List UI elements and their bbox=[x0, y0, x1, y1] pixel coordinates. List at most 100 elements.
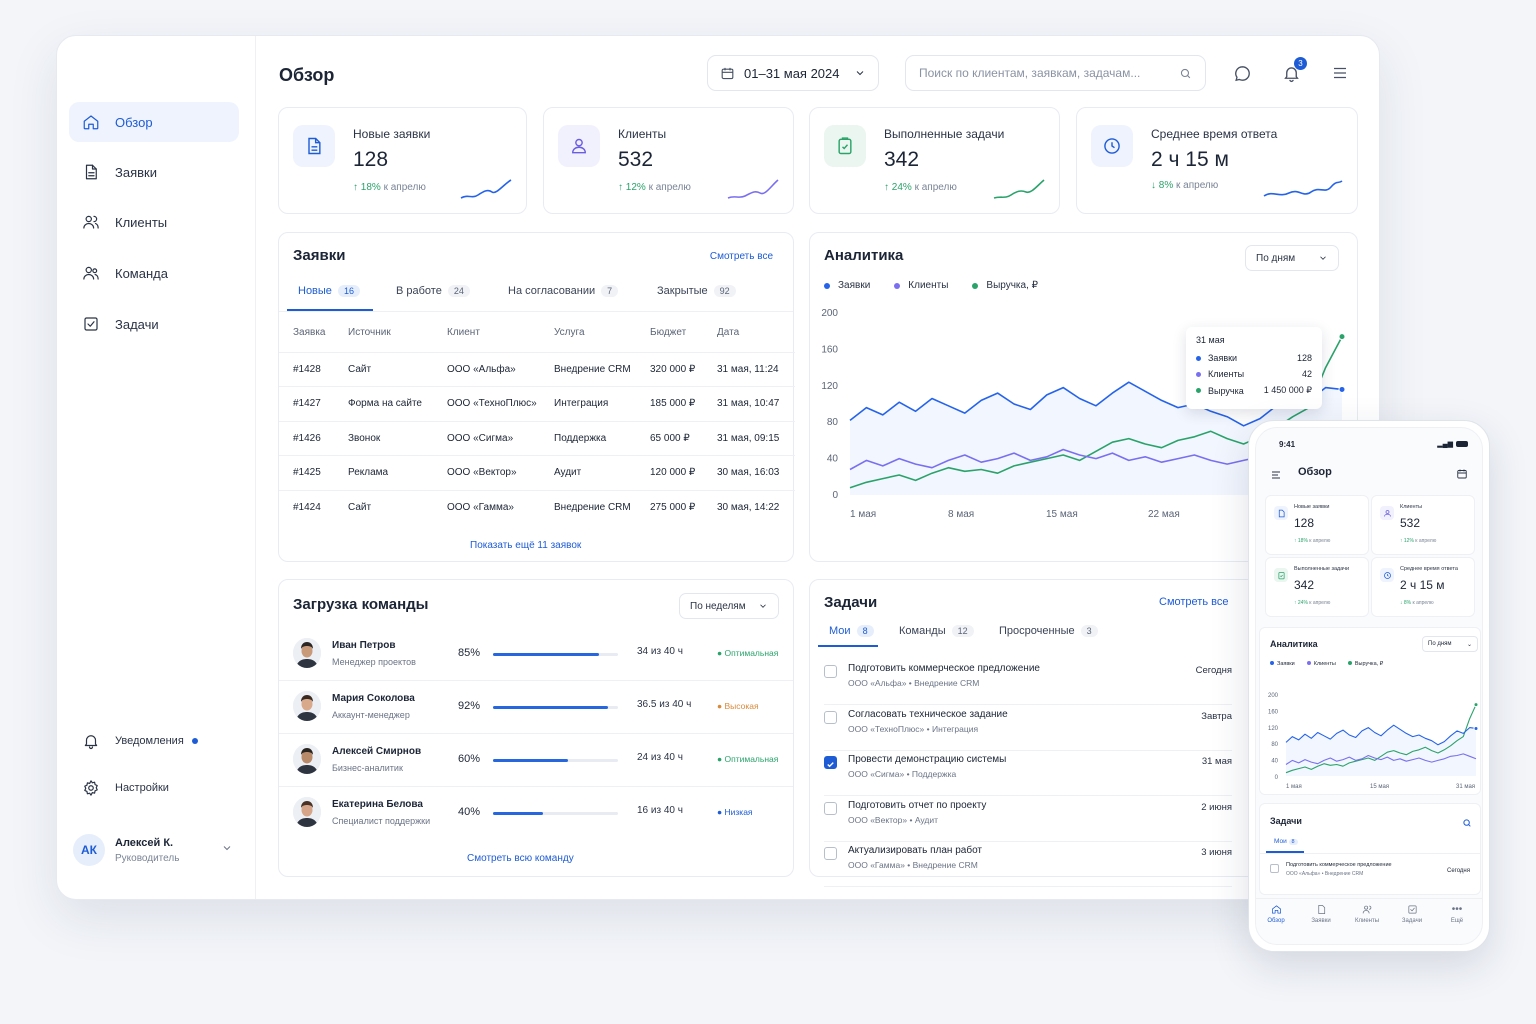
series-area bbox=[1286, 725, 1476, 776]
tasks-view-all-link[interactable]: Смотреть все bbox=[1159, 596, 1229, 608]
kpi-label: Среднее время ответа bbox=[1151, 127, 1278, 141]
mobile-kpi-completed-tasks[interactable]: Выполненные задачи 342 ↑ 24% к апрелю bbox=[1265, 557, 1369, 617]
requests-table: Заявка Источник Клиент Услуга Бюджет Дат… bbox=[279, 314, 795, 525]
task-checkbox[interactable] bbox=[824, 847, 837, 860]
member-hours: 16 из 40 ч bbox=[637, 805, 683, 816]
kpi-card-new-requests[interactable]: Новые заявки 128 ↑ 18% к апрелю bbox=[278, 107, 527, 214]
table-row[interactable]: #1427 Форма на сайте ООО «ТехноПлюс» Интегр… bbox=[279, 386, 795, 421]
mobile-nav-overview[interactable]: Обзор bbox=[1256, 904, 1296, 924]
checkbox-icon bbox=[81, 314, 101, 334]
tab-my-tasks[interactable]: Мои 8 bbox=[829, 625, 874, 637]
series-line-0[interactable] bbox=[1285, 724, 1477, 746]
team-period-select[interactable]: По неделям bbox=[679, 593, 779, 619]
kpi-card-response-time[interactable]: Среднее время ответа 2 ч 15 м ↓ 8% к апр… bbox=[1076, 107, 1358, 214]
mobile-nav-more[interactable]: ••• Ещё bbox=[1437, 904, 1477, 924]
mobile-nav-requests[interactable]: Заявки bbox=[1301, 904, 1341, 924]
kpi-card-clients[interactable]: Клиенты 532 ↑ 12% к апрелю bbox=[543, 107, 794, 214]
table-row[interactable]: #1425 Реклама ООО «Вектор» Аудит 120 000 ₽30… bbox=[279, 455, 795, 490]
task-checkbox[interactable] bbox=[824, 665, 837, 678]
tab-team-tasks[interactable]: Команды 12 bbox=[899, 625, 974, 637]
team-view-all-link[interactable]: Смотреть всю команду bbox=[467, 853, 574, 864]
sidebar-item-settings[interactable]: Настройки bbox=[69, 768, 239, 808]
battery-icon bbox=[1456, 441, 1468, 447]
mobile-kpi-new-requests[interactable]: Новые заявки 128 ↑ 18% к апрелю bbox=[1265, 495, 1369, 555]
team-member-row[interactable]: Алексей Смирнов Бизнес-аналитик 60% 24 и… bbox=[293, 736, 781, 789]
team-member-row[interactable]: Иван Петров Менеджер проектов 85% 34 из … bbox=[293, 630, 781, 683]
mobile-kpi-response-time[interactable]: Среднее время ответа 2 ч 15 м ↓ 8% к апрел… bbox=[1371, 557, 1475, 617]
requests-view-all-link[interactable]: Смотреть все bbox=[709, 251, 773, 262]
task-item[interactable]: Актуализировать план работ ООО «Гамма» •… bbox=[824, 842, 1232, 887]
line-chart[interactable]: 200 160 120 80 40 0 1 мая 8 мая 15 мая 22 мая bbox=[810, 299, 1359, 519]
task-item[interactable]: Согласовать техническое задание ООО «Тех… bbox=[824, 706, 1232, 751]
kpi-card-completed-tasks[interactable]: Выполненные задачи 342 ↑ 24% к апрелю bbox=[809, 107, 1060, 214]
period-select[interactable]: По дням bbox=[1245, 245, 1339, 271]
team-member-row[interactable]: Екатерина Белова Специалист поддержки 40… bbox=[293, 789, 781, 842]
sidebar-item-overview[interactable]: Обзор bbox=[69, 102, 239, 142]
member-name: Мария Соколова bbox=[332, 693, 415, 704]
sidebar-item-requests[interactable]: Заявки bbox=[69, 152, 239, 192]
member-hours: 36.5 из 40 ч bbox=[637, 699, 692, 710]
y-tick-label: 200 bbox=[821, 308, 838, 319]
menu-icon[interactable] bbox=[1330, 63, 1350, 83]
task-item[interactable]: Подготовить отчет по проекту ООО «Вектор… bbox=[824, 797, 1232, 842]
kpi-delta: ↑ 24% к апрелю bbox=[1294, 600, 1331, 606]
user-profile[interactable]: АК Алексей К. Руководитель bbox=[73, 834, 233, 866]
tab-in-progress[interactable]: В работе 24 bbox=[396, 285, 470, 297]
tab-new[interactable]: Новые 16 bbox=[298, 285, 360, 297]
series-line-0[interactable] bbox=[849, 381, 1343, 427]
task-item[interactable]: Подготовить коммерческое предложение ООО… bbox=[824, 660, 1232, 705]
series-line-2[interactable] bbox=[1285, 704, 1477, 774]
mobile-tab-my[interactable]: Мои 8 bbox=[1274, 838, 1298, 845]
active-tab-indicator bbox=[1266, 851, 1304, 853]
table-row[interactable]: #1426 Звонок ООО «Сигма» Поддержка 65 000 ₽3… bbox=[279, 420, 795, 456]
team-member-row[interactable]: Мария Соколова Аккаунт-менеджер 92% 36.5… bbox=[293, 683, 781, 736]
kpi-delta: ↑ 18% к апрелю bbox=[1294, 538, 1331, 544]
bell-icon[interactable]: 3 bbox=[1281, 57, 1307, 83]
task-title: Согласовать техническое задание bbox=[848, 708, 1008, 720]
sidebar-item-notifications[interactable]: Уведомления bbox=[69, 721, 239, 761]
mobile-nav-clients[interactable]: Клиенты bbox=[1347, 904, 1387, 924]
search-input[interactable]: Поиск по клиентам, заявкам, задачам... bbox=[905, 55, 1206, 91]
data-point[interactable] bbox=[1338, 333, 1346, 341]
chat-icon[interactable] bbox=[1232, 63, 1252, 83]
data-point[interactable] bbox=[1473, 702, 1479, 708]
sidebar: Обзор Заявки Клиенты Команда Задачи Увед… bbox=[57, 36, 256, 899]
kpi-value: 342 bbox=[1294, 578, 1315, 592]
task-checkbox[interactable] bbox=[1270, 864, 1279, 873]
kpi-value: 128 bbox=[1294, 516, 1315, 530]
tab-approval[interactable]: На согласовании 7 bbox=[508, 285, 619, 297]
sidebar-item-clients[interactable]: Клиенты bbox=[69, 202, 239, 242]
table-row[interactable]: #1428 Сайт ООО «Альфа» Внедрение CRM 320 000… bbox=[279, 351, 795, 387]
chevron-down-icon: ⌄ bbox=[1466, 641, 1472, 648]
data-point[interactable] bbox=[1338, 385, 1346, 393]
search-icon[interactable] bbox=[1462, 815, 1472, 833]
y-tick-label: 160 bbox=[1268, 709, 1279, 715]
mobile-kpi-clients[interactable]: Клиенты 532 ↑ 12% к апрелю bbox=[1371, 495, 1475, 555]
table-cell: 320 000 ₽ bbox=[650, 351, 717, 387]
sidebar-item-tasks[interactable]: Задачи bbox=[69, 304, 239, 344]
sidebar-item-label: Уведомления bbox=[115, 735, 184, 747]
date-range-picker[interactable]: 01–31 мая 2024 bbox=[707, 55, 879, 91]
tab-overdue[interactable]: Просроченные 3 bbox=[999, 625, 1098, 637]
menu-icon[interactable] bbox=[1270, 468, 1282, 486]
calendar-icon[interactable] bbox=[1456, 467, 1468, 485]
table-header: Заявка Источник Клиент Услуга Бюджет Дат… bbox=[279, 314, 795, 352]
table-row[interactable]: #1424 Сайт ООО «Гамма» Внедрение CRM 275 000… bbox=[279, 489, 795, 525]
task-subtitle: ООО «Гамма» • Внедрение CRM bbox=[848, 860, 978, 870]
data-point[interactable] bbox=[1473, 725, 1479, 731]
series-line-1[interactable] bbox=[1285, 753, 1477, 765]
chevron-down-icon[interactable] bbox=[221, 841, 233, 859]
show-more-link[interactable]: Показать ещё 11 заявок bbox=[470, 540, 582, 551]
sidebar-item-team[interactable]: Команда bbox=[69, 253, 239, 293]
mobile-line-chart[interactable]: 200 160 120 80 40 0 1 мая 15 мая 31 мая bbox=[1260, 672, 1482, 796]
mobile-nav-tasks[interactable]: Задачи bbox=[1392, 904, 1432, 924]
task-item[interactable]: Провести демонстрацию системы ООО «Сигма… bbox=[824, 751, 1232, 796]
task-checkbox[interactable] bbox=[824, 756, 837, 769]
bell-icon bbox=[81, 731, 101, 751]
mobile-period-select[interactable]: По дням ⌄ bbox=[1422, 636, 1478, 652]
task-checkbox[interactable] bbox=[824, 801, 837, 815]
y-tick-label: 80 bbox=[827, 417, 839, 428]
mobile-tasks-card: Задачи Мои 8 Подготовить коммерческое пр… bbox=[1259, 803, 1481, 895]
tab-closed[interactable]: Закрытые 92 bbox=[657, 285, 736, 297]
task-checkbox[interactable] bbox=[824, 710, 837, 724]
